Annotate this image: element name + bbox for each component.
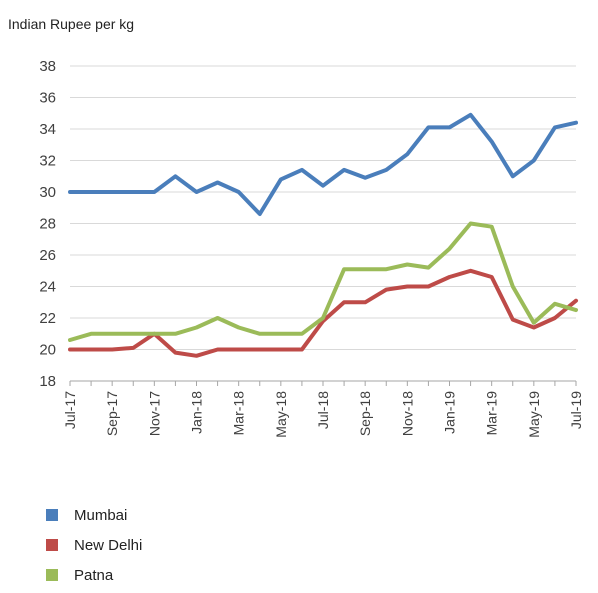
x-tick-label-Jul-17: Jul-17 (62, 391, 78, 429)
legend-item-new-delhi: New Delhi (46, 530, 142, 560)
y-tick-label-36: 36 (39, 90, 56, 107)
legend-label-new-delhi: New Delhi (74, 536, 143, 554)
series-line-mumbai (68, 112, 578, 216)
y-tick-label-20: 20 (39, 342, 56, 359)
legend-label-mumbai: Mumbai (74, 506, 128, 524)
x-tick-label-Jan-18: Jan-18 (189, 391, 205, 434)
y-tick-label-24: 24 (39, 279, 56, 296)
x-tick-label-May-18: May-18 (273, 391, 289, 438)
legend-swatch-new-delhi (46, 539, 58, 551)
legend-item-mumbai: Mumbai (46, 500, 142, 530)
x-tick-label-Sep-18: Sep-18 (357, 391, 373, 436)
x-tick-label-Sep-17: Sep-17 (104, 391, 120, 436)
y-tick-label-26: 26 (39, 247, 56, 264)
legend-label-patna: Patna (74, 566, 114, 584)
legend: Mumbai New Delhi Patna (46, 500, 142, 590)
x-tick-label-Mar-18: Mar-18 (231, 391, 247, 436)
x-tick-label-Nov-18: Nov-18 (399, 391, 415, 436)
y-tick-label-32: 32 (39, 153, 56, 170)
y-tick-label-38: 38 (39, 58, 56, 75)
legend-item-patna: Patna (46, 560, 142, 590)
y-tick-label-30: 30 (39, 184, 56, 201)
x-tick-label-Jul-19: Jul-19 (568, 391, 584, 429)
x-tick-label-May-19: May-19 (526, 391, 542, 438)
legend-swatch-patna (46, 569, 58, 581)
legend-swatch-mumbai (46, 509, 58, 521)
y-tick-label-22: 22 (39, 310, 56, 327)
y-tick-label-28: 28 (39, 216, 56, 233)
x-tick-label-Nov-17: Nov-17 (146, 391, 162, 436)
y-tick-label-18: 18 (39, 373, 56, 390)
x-tick-label-Mar-19: Mar-19 (484, 391, 500, 436)
x-tick-label-Jul-18: Jul-18 (315, 391, 331, 429)
y-axis-unit-label: Indian Rupee per kg (8, 16, 135, 32)
x-tick-label-Jan-19: Jan-19 (442, 391, 458, 434)
series-line-patna (68, 221, 578, 342)
y-tick-label-34: 34 (39, 121, 56, 138)
